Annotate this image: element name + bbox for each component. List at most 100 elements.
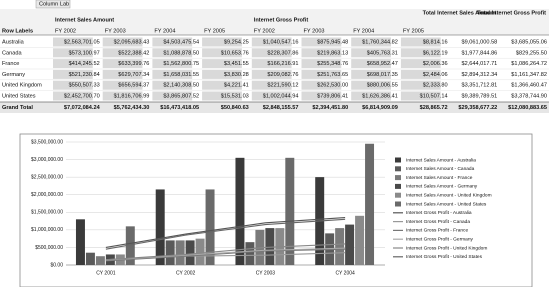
legend-label: Internet Sales Amount - United Kingdom [406,192,492,198]
y-tick-label: $1,500,000.00 [31,210,63,216]
cell: $221,590.12 [267,83,298,89]
cell: $1,562,800.75 [163,61,199,67]
data-bar [251,37,292,47]
data-bar [202,37,242,47]
grand-total-cell: $12,080,883.65 [508,105,547,111]
data-bar [351,69,391,79]
column-labels-filter: Column Lab [39,2,69,8]
cell: $10,653.76 [221,50,249,56]
cell: $3,830.28 [224,72,249,78]
data-bar [251,80,292,90]
bar [95,256,105,265]
data-bar [301,37,342,47]
legend-swatch [395,175,401,181]
cell: $2,333.80 [423,83,448,89]
data-bar [351,37,391,47]
filter-button[interactable] [35,0,71,9]
grand-total-cell: $6,814,909.09 [362,105,398,111]
cell: $656,594.37 [118,83,149,89]
total-header: Total Internet Gross Profit [477,10,546,16]
x-tick-label: CY 2002 [176,270,196,276]
cell: $2,095,683.43 [114,39,150,45]
bar [205,189,215,265]
data-bar [102,69,143,79]
data-bar [400,80,441,90]
cell: $1,086,264.72 [511,61,547,67]
bar [235,157,245,265]
cell: $521,230.84 [69,72,100,78]
data-bar [301,69,342,79]
cell: $2,452,700.70 [64,93,100,99]
bar [85,252,95,265]
cell: $6,122.19 [423,50,448,56]
data-bar [400,91,441,101]
cell: $219,863.13 [317,50,348,56]
cell: $1,366,460.47 [511,83,547,89]
grand-total-cell: $16,473,418.05 [160,105,199,111]
bar [175,240,185,265]
cell: $1,626,386.41 [362,93,398,99]
cell: $698,017.35 [367,72,398,78]
line [105,218,346,250]
x-tick-label: CY 2001 [96,270,116,276]
legend-swatch [395,192,401,198]
year-header: FY 2003 [105,28,126,34]
data-bar [152,69,193,79]
grand-total-cell: $7,072,084.24 [64,105,101,111]
total-header: Total Internet Sales Amount [423,10,497,16]
data-bar [202,59,242,69]
cell: $1,161,347.82 [511,72,547,78]
cell: $2,563,701.05 [64,39,100,45]
grand-total-cell: $50,840.63 [221,105,249,111]
year-header: FY 2002 [254,28,275,34]
year-header: FY 2002 [55,28,76,34]
bar [165,240,175,265]
data-bar [53,48,93,58]
data-bar [53,91,93,101]
data-bar [251,69,292,79]
row-label[interactable]: Canada [2,50,22,56]
cell: $9,061,000.58 [462,39,498,45]
cell: $2,006.36 [423,61,448,67]
y-tick-label: $3,000,000.00 [31,157,63,163]
cell: $1,658,031.55 [163,72,199,78]
year-header: FY 2004 [353,28,374,34]
legend-label: Internet Sales Amount - United States [406,201,487,207]
pivot-header-bg [0,9,549,35]
bar [265,228,275,265]
cell: $4,221.41 [224,83,249,89]
row-label[interactable]: Germany [2,72,25,78]
year-header: FY 2004 [154,28,175,34]
cell: $166,216.91 [267,61,298,67]
cell: $1,760,344.82 [362,39,398,45]
cell: $629,707.34 [118,72,149,78]
y-tick-label: $0.00 [50,262,63,268]
data-bar [102,37,143,47]
row-label[interactable]: United Kingdom [2,83,42,89]
legend-label: Internet Gross Profit - Canada [406,219,470,225]
y-tick-label: $3,500,000.00 [31,139,63,145]
data-bar [202,91,242,101]
row-labels-header: Row Labels [2,28,33,34]
data-bar [152,59,193,69]
data-bar [102,80,143,90]
row-label[interactable]: United States [2,93,36,99]
data-bar [251,59,292,69]
bar [335,228,345,265]
data-bar [251,91,292,101]
data-bar [152,91,193,101]
cell: $228,307.86 [267,50,298,56]
legend-label: Internet Gross Profit - United Kingdom [406,245,487,251]
row-label[interactable]: Australia [2,39,25,45]
y-tick-label: $2,500,000.00 [31,174,63,180]
data-bar [202,69,242,79]
legend-label: Internet Gross Profit - Australia [406,210,472,216]
row-label[interactable]: France [2,61,19,67]
y-tick-label: $2,000,000.00 [31,192,63,198]
cell: $255,348.76 [317,61,348,67]
cell: $15,531.03 [221,93,249,99]
cell: $405,763.31 [367,50,398,56]
data-bar [351,48,391,58]
cell: $251,763.65 [317,72,348,78]
grand-total-cell: $29,358,677.22 [458,105,497,111]
